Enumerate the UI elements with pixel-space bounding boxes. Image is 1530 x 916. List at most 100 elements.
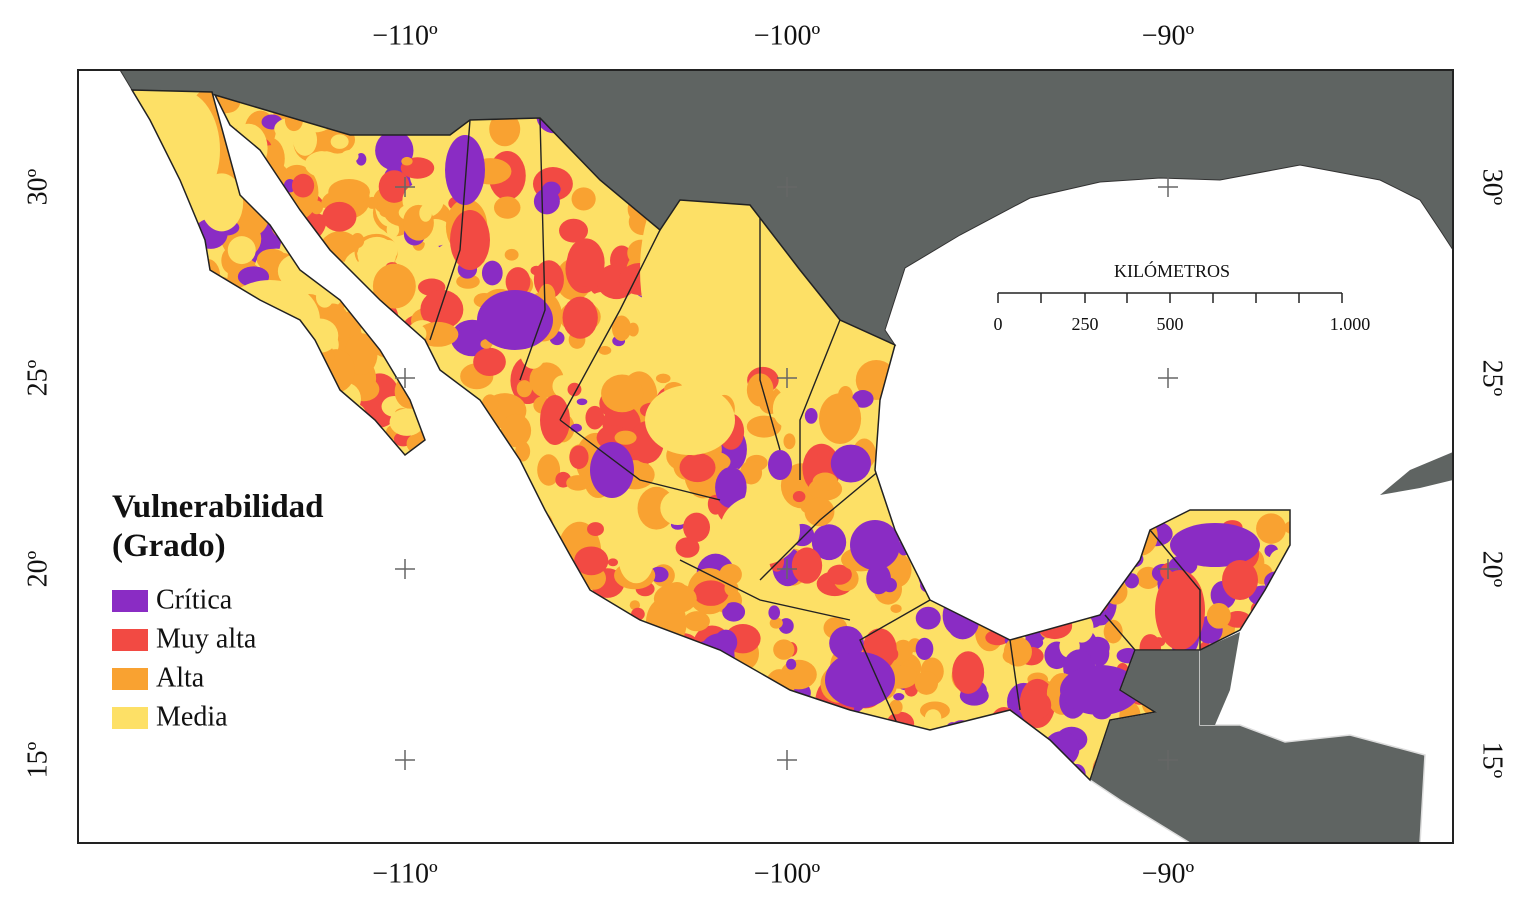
legend-label: Media [156, 701, 228, 732]
region-patch [366, 196, 378, 209]
region-patch [804, 497, 835, 527]
region-patch [417, 321, 459, 347]
region-patch [645, 385, 735, 455]
state-border [799, 319, 841, 480]
legend-label: Crítica [156, 584, 233, 615]
region-patch [653, 583, 697, 614]
region-patch [719, 563, 742, 585]
region-patch [893, 692, 905, 701]
state-border [559, 419, 721, 501]
region-patch [818, 393, 862, 444]
region-patch [357, 249, 369, 258]
region-patch [227, 236, 256, 265]
lat-label: 30º [22, 168, 53, 205]
scale-label: 0 [994, 314, 1003, 334]
region-patch [655, 373, 671, 384]
region-patch [537, 454, 561, 486]
region-patch [769, 617, 783, 629]
region-patch [660, 490, 696, 526]
region-patch [566, 475, 590, 491]
region-patch [683, 512, 711, 542]
region-patch [456, 274, 480, 289]
region-patch [500, 413, 532, 448]
legend-label: Alta [156, 662, 205, 693]
legend-swatch [112, 629, 148, 651]
region-patch [420, 289, 464, 330]
region-patch [679, 452, 716, 483]
region-patch [812, 472, 838, 491]
region-patch [893, 609, 910, 631]
region-patch [740, 460, 763, 485]
lon-label: −90º [1142, 20, 1195, 51]
region-patch [804, 408, 818, 424]
lon-label: −90º [1142, 858, 1195, 889]
region-patch [1170, 523, 1260, 567]
lat-label: 15º [22, 741, 53, 778]
region-patch [783, 433, 796, 450]
region-patch [310, 200, 323, 215]
region-patch [792, 491, 806, 503]
region-patch [505, 267, 531, 297]
region-patch [562, 296, 598, 339]
region-patch [683, 611, 710, 632]
legend-title: Vulnerabilidad [112, 489, 324, 525]
region-patch [570, 423, 582, 433]
region-patch [598, 345, 612, 355]
region-patch [747, 485, 760, 497]
region-patch [559, 218, 589, 243]
region-patch [607, 558, 618, 567]
region-patch [566, 238, 605, 287]
region-patch [516, 380, 533, 398]
region-patch [293, 123, 318, 156]
legend-swatch [112, 707, 148, 729]
legend-swatch [112, 668, 148, 690]
region-patch [1085, 636, 1110, 659]
legend-label: Muy alta [156, 623, 257, 654]
lon-label: −110º [372, 858, 438, 889]
region-patch [328, 179, 370, 206]
region-patch [401, 156, 413, 166]
region-patch [829, 625, 864, 661]
region-patch [587, 522, 604, 537]
scale-label: 500 [1157, 314, 1184, 334]
region-patch [852, 390, 874, 408]
region-patch [614, 430, 637, 445]
region-patch [330, 134, 349, 149]
region-patch [477, 290, 553, 350]
region-patch [450, 210, 490, 270]
region-patch [540, 395, 570, 445]
region-patch [791, 547, 823, 584]
lat-label: 20º [22, 550, 53, 587]
region-patch [590, 442, 634, 498]
region-patch [504, 248, 519, 261]
region-patch [915, 637, 934, 660]
graticule [395, 177, 1178, 770]
region-patch [322, 201, 357, 232]
scale-label: 1.000 [1330, 314, 1371, 334]
region-patch [714, 629, 738, 655]
scale-bar [997, 292, 1343, 303]
region-patch [341, 149, 359, 163]
region-patch [1060, 665, 1140, 715]
region-patch [746, 415, 782, 438]
region-patch [1003, 636, 1032, 667]
region-patch [574, 546, 609, 576]
region-patch [768, 450, 792, 480]
region-patch [890, 604, 902, 613]
state-border [679, 559, 851, 621]
coastline [130, 89, 1291, 782]
region-patch [569, 445, 589, 470]
region-patch [419, 204, 432, 222]
region-patch [1222, 560, 1258, 600]
region-patch [618, 536, 654, 584]
state-border [519, 117, 546, 381]
region-patch [772, 391, 800, 427]
region-patch [601, 374, 644, 413]
region-patch [786, 658, 797, 670]
region-patch [866, 563, 891, 595]
region-patch [675, 537, 700, 558]
region-patch [952, 651, 985, 694]
region-patch [576, 398, 588, 406]
